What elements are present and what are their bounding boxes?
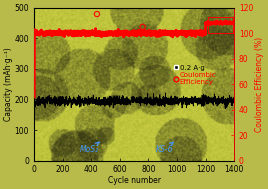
Point: [140, 25, 145, 28]
Y-axis label: Coulombic Efficiency (%): Coulombic Efficiency (%): [255, 36, 264, 132]
Text: MoS₂: MoS₂: [80, 142, 99, 154]
X-axis label: Cycle number: Cycle number: [107, 176, 161, 185]
Text: KS-6: KS-6: [155, 142, 173, 154]
Y-axis label: Capacity (mAh·g⁻¹): Capacity (mAh·g⁻¹): [4, 47, 13, 121]
Point: [95, 12, 99, 15]
Legend: 0.2 A·g, Coulombic
Efficiency: 0.2 A·g, Coulombic Efficiency: [174, 65, 217, 85]
